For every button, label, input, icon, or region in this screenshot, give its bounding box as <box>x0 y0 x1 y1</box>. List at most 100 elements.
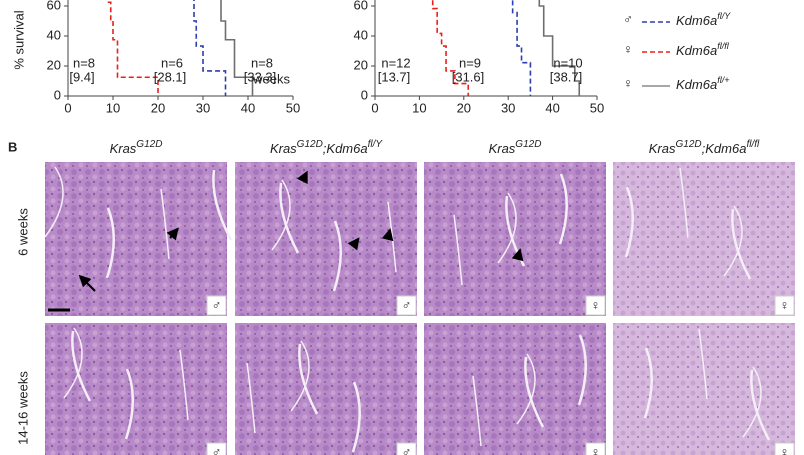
tissue-septum <box>558 173 568 245</box>
sex-box <box>206 442 227 455</box>
header-name: Kras <box>489 141 516 156</box>
legend-sup: fl/Y <box>717 11 731 21</box>
median-label: [31.6] <box>452 69 485 84</box>
header-sup: G12D <box>297 139 323 150</box>
tissue-septum <box>212 169 233 241</box>
legend-name: Kdm6a <box>676 13 717 28</box>
legend-name: Kdm6a <box>676 77 717 92</box>
tissue-septum <box>742 366 762 438</box>
x-tick-label: 40 <box>545 100 559 115</box>
legend-sup: fl/+ <box>717 75 729 85</box>
sex-box <box>396 295 417 316</box>
sex-box <box>774 295 795 316</box>
header-name: Kras <box>649 141 676 156</box>
histology-image <box>235 162 417 316</box>
sex-box <box>206 295 227 316</box>
row-label: 6 weeks <box>15 208 30 256</box>
legend-symbol: ♀ <box>623 75 633 90</box>
tissue-septum <box>290 340 310 412</box>
histology-image <box>613 162 795 316</box>
tissue-septum <box>105 207 115 279</box>
arrow <box>347 237 360 251</box>
tissue-septum <box>332 220 342 292</box>
survival-curve <box>107 0 159 96</box>
sex-box <box>585 295 606 316</box>
tissue-septum <box>298 343 319 415</box>
tissue-septum <box>124 368 134 440</box>
header-name2: ;Kdm6a <box>702 141 747 156</box>
header-sup: G12D <box>136 139 162 150</box>
tissue-septum <box>351 381 361 453</box>
tissue-septum <box>497 192 517 264</box>
legend-label: Kdm6afl/fl <box>676 41 730 58</box>
tissue-septum <box>723 205 743 277</box>
survival-curve <box>538 0 581 96</box>
n-label: n=10 <box>553 55 582 70</box>
sex-box <box>396 442 417 455</box>
median-label: [13.7] <box>378 69 411 84</box>
arrow <box>78 274 96 292</box>
n-label: n=12 <box>381 55 410 70</box>
survival-curve <box>220 0 254 96</box>
column-header: KrasG12D <box>110 139 163 157</box>
tissue-septum <box>472 375 482 447</box>
header-sup: G12D <box>676 139 702 150</box>
tissue-septum <box>750 369 771 441</box>
histology-image <box>235 323 417 455</box>
arrow <box>166 227 179 241</box>
x-tick-label: 30 <box>196 100 210 115</box>
n-label: n=8 <box>251 55 273 70</box>
sex-box <box>585 442 606 455</box>
x-tick-label: 10 <box>412 100 426 115</box>
median-label: [38.7] <box>550 69 583 84</box>
median-label: [9.4] <box>69 69 94 84</box>
x-tick-label: 10 <box>106 100 120 115</box>
x-tick-label: 0 <box>371 100 378 115</box>
n-label: n=9 <box>459 55 481 70</box>
header-sup2: fl/fl <box>746 139 760 150</box>
sex-symbol: ♂ <box>402 297 412 312</box>
column-header: KrasG12D;Kdm6afl/fl <box>649 139 760 157</box>
column-header: KrasG12D <box>489 139 542 157</box>
header-sup: G12D <box>515 139 541 150</box>
sex-symbol: ♀ <box>591 444 601 455</box>
legend-name: Kdm6a <box>676 43 717 58</box>
row-label: 14-16 weeks <box>15 371 30 445</box>
sex-symbol: ♂ <box>212 297 222 312</box>
tissue-septum <box>453 214 463 286</box>
y-tick-label: 0 <box>54 87 61 102</box>
legend-symbol: ♂ <box>623 11 633 26</box>
x-tick-label: 0 <box>64 100 71 115</box>
tissue-septum <box>577 334 587 406</box>
tissue-septum <box>279 182 300 254</box>
header-name: Kras <box>270 141 297 156</box>
legend-sup: fl/fl <box>717 41 730 51</box>
header-name2: ;Kdm6a <box>323 141 368 156</box>
x-tick-label: 30 <box>501 100 515 115</box>
arrow <box>296 170 308 185</box>
tissue-septum <box>271 179 291 251</box>
sex-symbol: ♀ <box>780 444 790 455</box>
sex-symbol: ♀ <box>780 297 790 312</box>
tissue-septum <box>71 330 92 402</box>
tissue-septum <box>698 328 708 400</box>
tissue-septum <box>731 208 752 280</box>
survival-curve <box>193 0 227 96</box>
header-sup2: fl/Y <box>368 139 384 150</box>
survival-curve <box>431 0 470 96</box>
panel-label: B <box>8 139 17 154</box>
y-tick-label: 20 <box>354 57 368 72</box>
x-axis-label: weeks <box>252 71 290 86</box>
sex-symbol: ♂ <box>212 444 222 455</box>
tissue-septum <box>44 166 64 238</box>
y-tick-label: 40 <box>354 27 368 42</box>
tissue-septum <box>679 167 689 239</box>
median-label: [28.1] <box>154 69 187 84</box>
tissue-septum <box>624 186 634 258</box>
tissue-septum <box>179 349 189 421</box>
tissue-septum <box>160 188 170 260</box>
y-tick-label: 60 <box>47 0 61 12</box>
legend-label: Kdm6afl/Y <box>676 11 731 28</box>
histology-image <box>45 162 227 316</box>
